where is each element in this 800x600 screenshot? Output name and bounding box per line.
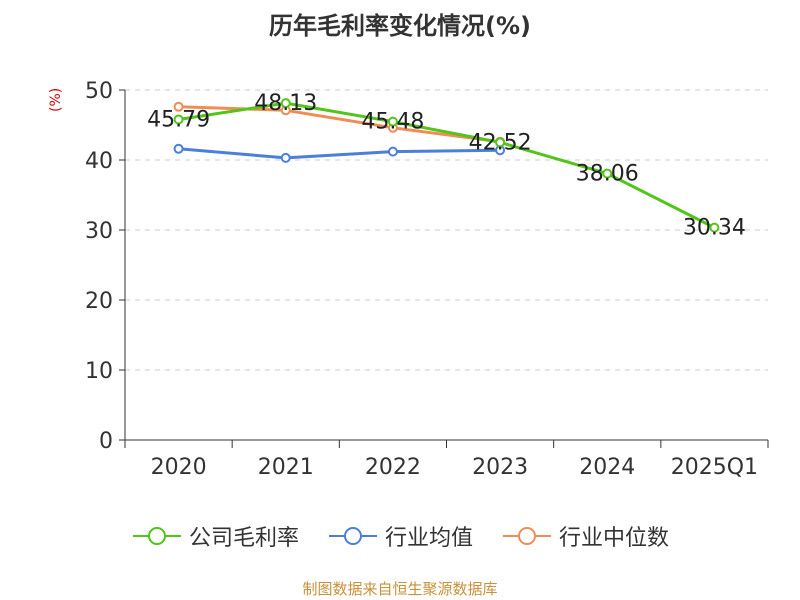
point-company-2024 xyxy=(602,168,613,179)
legend: 公司毛利率 行业均值 行业中位数 xyxy=(0,520,800,552)
x-tick-label-2022: 2022 xyxy=(365,455,421,480)
point-company-2025Q1 xyxy=(709,222,720,233)
legend-label-company: 公司毛利率 xyxy=(188,526,299,551)
point-company-2022 xyxy=(387,116,398,127)
x-tick-label-2024: 2024 xyxy=(579,455,635,480)
data-label-company-2025Q1: 30.34 xyxy=(683,216,746,241)
data-label-company-2024: 38.06 xyxy=(576,162,639,187)
data-label-company-2020: 45.79 xyxy=(147,107,210,132)
x-tick-label-2020: 2020 xyxy=(151,455,207,480)
legend-item-industry-median[interactable]: 行业中位数 xyxy=(501,520,669,552)
y-tick-label-20: 20 xyxy=(85,289,113,314)
series-line-company xyxy=(178,101,716,229)
y-tick-label-30: 30 xyxy=(85,219,113,244)
legend-label-industry-median: 行业中位数 xyxy=(559,526,670,551)
point-industry_avg-2022 xyxy=(387,146,398,157)
x-tick-label-2023: 2023 xyxy=(472,455,528,480)
data-label-company-2023: 42.52 xyxy=(469,130,532,155)
data-source-note: 制图数据来自恒生聚源数据库 xyxy=(302,580,498,598)
x-tick-label-2021: 2021 xyxy=(258,455,314,480)
series-line-industry_median xyxy=(178,105,501,144)
y-tick-label-0: 0 xyxy=(99,429,113,454)
point-company-2020 xyxy=(173,114,184,125)
point-industry_avg-2020 xyxy=(173,143,184,154)
legend-marker-industry-avg-icon xyxy=(328,527,377,545)
legend-marker-industry-median-icon xyxy=(503,527,551,545)
series-line-industry_avg xyxy=(178,147,501,160)
point-company-2023 xyxy=(495,137,506,148)
data-label-company-2021: 48.13 xyxy=(254,91,317,116)
legend-marker-company-icon xyxy=(132,527,181,545)
y-tick-label-50: 50 xyxy=(85,79,113,104)
point-industry_median-2020 xyxy=(173,101,184,112)
data-label-company-2022: 45.48 xyxy=(361,110,424,135)
legend-label-industry-avg: 行业均值 xyxy=(384,526,473,551)
point-company-2021 xyxy=(280,98,291,109)
chart-title: 历年毛利率变化情况(%) xyxy=(269,12,531,40)
legend-item-company[interactable]: 公司毛利率 xyxy=(131,520,299,552)
legend-item-industry-avg[interactable]: 行业均值 xyxy=(327,520,473,552)
x-tick-label-2025Q1: 2025Q1 xyxy=(671,455,758,480)
y-tick-label-40: 40 xyxy=(85,149,113,174)
y-tick-label-10: 10 xyxy=(85,359,113,384)
point-industry_avg-2021 xyxy=(280,152,291,163)
